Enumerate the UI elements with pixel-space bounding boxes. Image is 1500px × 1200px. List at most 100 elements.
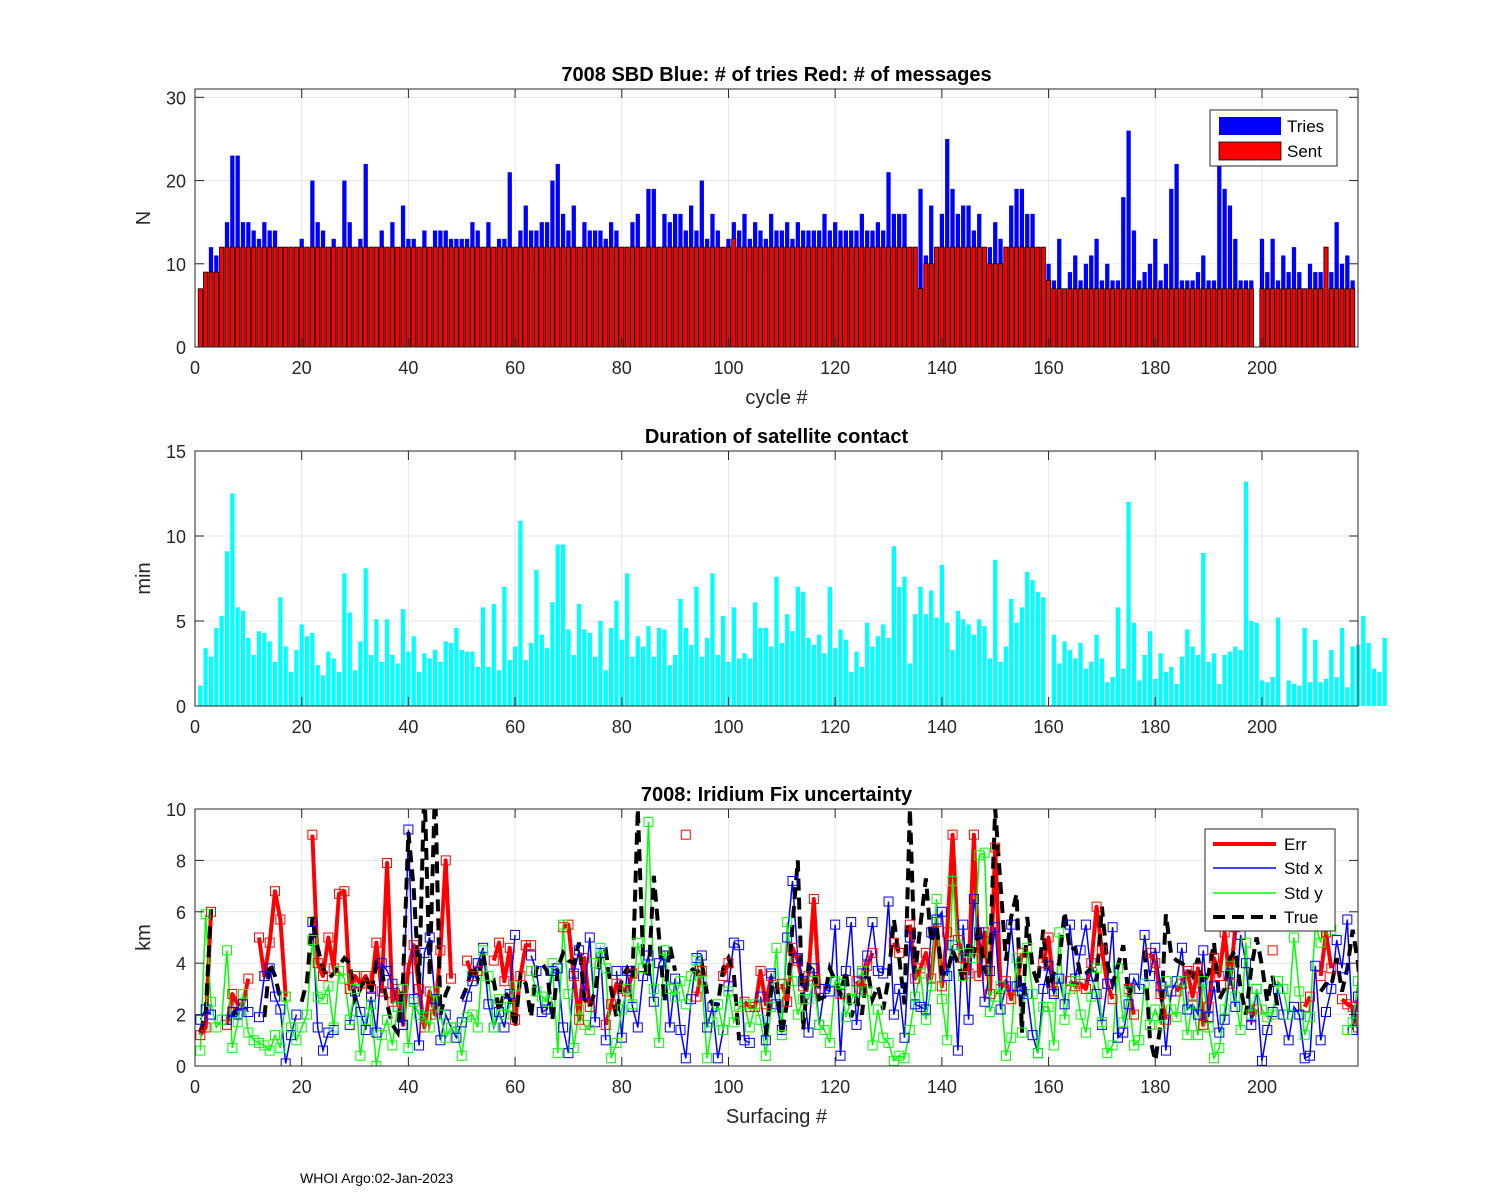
bar-tries bbox=[918, 188, 923, 347]
series-stdy-marker bbox=[627, 999, 638, 1010]
series-err-marker bbox=[782, 996, 793, 1007]
series-err-marker bbox=[307, 829, 318, 840]
bar-duration bbox=[806, 638, 811, 706]
bar-duration bbox=[966, 624, 971, 706]
series-stdy-marker bbox=[1016, 1027, 1027, 1038]
series-stdx-marker bbox=[1283, 1035, 1294, 1046]
series-err-marker bbox=[936, 981, 947, 992]
bar-duration bbox=[1179, 656, 1185, 706]
bar-sent bbox=[693, 246, 700, 348]
series-stdx-marker bbox=[963, 1014, 974, 1025]
series-stdy-marker bbox=[883, 1037, 894, 1048]
bar-sent bbox=[1174, 288, 1180, 348]
series-stdy-marker bbox=[670, 991, 681, 1002]
series-stdy-marker bbox=[819, 1025, 830, 1036]
bar-sent bbox=[848, 246, 854, 348]
bar-duration bbox=[886, 638, 891, 706]
bar-duration bbox=[1089, 661, 1094, 706]
series-stdy-marker bbox=[227, 1043, 238, 1054]
bar-duration bbox=[913, 614, 918, 706]
series-stdx-marker bbox=[680, 1053, 691, 1064]
bar-sent bbox=[501, 246, 507, 348]
series-stdy-marker bbox=[403, 1043, 414, 1054]
series-stdy-marker bbox=[782, 917, 793, 928]
bar-sent bbox=[859, 246, 865, 348]
bar-sent bbox=[1307, 288, 1313, 348]
bar-duration bbox=[1019, 607, 1025, 706]
series-stdx-marker bbox=[728, 937, 739, 948]
bar-duration bbox=[737, 658, 742, 706]
bar-sent bbox=[1286, 288, 1292, 348]
x-tick-label: 160 bbox=[1034, 358, 1064, 378]
bar-duration bbox=[598, 621, 603, 706]
series-stdy-marker bbox=[590, 958, 601, 969]
series-err-marker bbox=[1144, 947, 1155, 958]
x-axis-label: Surfacing # bbox=[726, 1106, 828, 1128]
bar-sent bbox=[576, 246, 582, 348]
bar-sent bbox=[539, 246, 545, 348]
series-stdy-marker bbox=[723, 986, 734, 997]
bar-duration bbox=[294, 649, 299, 706]
series-stdy-marker bbox=[558, 919, 569, 930]
series-stdy-marker bbox=[350, 983, 361, 994]
bar-sent bbox=[491, 246, 497, 348]
series-err-marker bbox=[1107, 994, 1118, 1005]
bar-sent bbox=[283, 246, 289, 348]
series-stdy-marker bbox=[1402, 1008, 1411, 1017]
series-err-marker bbox=[990, 842, 1001, 853]
bar-duration bbox=[907, 663, 913, 706]
bar-sent bbox=[843, 246, 849, 348]
series-err-marker bbox=[920, 947, 931, 958]
bar-duration bbox=[1169, 666, 1174, 706]
series-stdy-marker bbox=[1139, 978, 1150, 989]
bar-duration bbox=[1323, 678, 1329, 706]
bar-duration bbox=[368, 655, 374, 706]
chart-title: 7008: Iridium Fix uncertainty bbox=[641, 784, 913, 806]
bar-sent bbox=[635, 246, 641, 348]
series-stdx-marker bbox=[270, 991, 281, 1002]
bar-sent bbox=[816, 246, 822, 348]
series-stdy-marker bbox=[867, 1040, 878, 1051]
bar-sent bbox=[1099, 288, 1105, 348]
series-stdx-marker bbox=[318, 1045, 329, 1056]
series-stdy-marker bbox=[744, 1022, 755, 1033]
series-stdy-marker bbox=[947, 875, 958, 886]
bar-duration bbox=[640, 646, 646, 706]
series-stdy-marker bbox=[286, 1022, 297, 1033]
series-stdy-marker bbox=[1342, 1025, 1353, 1036]
bar-duration bbox=[705, 638, 710, 706]
bar-duration bbox=[235, 607, 240, 706]
series-stdy-marker bbox=[312, 991, 323, 1002]
bar-duration bbox=[849, 672, 854, 706]
legend-label-sent: Sent bbox=[1287, 142, 1322, 161]
series-err-marker bbox=[1043, 932, 1054, 943]
bar-sent bbox=[1056, 288, 1062, 348]
series-stdy-marker bbox=[888, 1055, 899, 1066]
series-stdx-marker bbox=[878, 968, 889, 979]
bar-duration bbox=[224, 551, 230, 706]
series-stdy-marker bbox=[1294, 986, 1305, 997]
series-err-marker bbox=[600, 1019, 611, 1030]
x-tick-label: 20 bbox=[292, 1077, 312, 1097]
series-err-marker bbox=[984, 989, 995, 1000]
series-stdy-marker bbox=[206, 996, 217, 1007]
series-stdy-marker bbox=[419, 1012, 430, 1023]
bar-sent bbox=[731, 238, 737, 348]
bar-sent bbox=[1334, 288, 1340, 348]
bar-sent bbox=[245, 246, 251, 348]
series-stdx-marker bbox=[840, 965, 851, 976]
bar-duration bbox=[945, 622, 950, 706]
bar-sent bbox=[395, 246, 401, 348]
series-stdx-marker bbox=[1370, 992, 1379, 1001]
bar-duration bbox=[406, 651, 411, 706]
bar-sent bbox=[661, 246, 668, 348]
series-stdy-marker bbox=[211, 1022, 222, 1033]
bar-duration bbox=[1377, 672, 1382, 706]
series-stdx-marker bbox=[707, 1001, 718, 1012]
bar-sent bbox=[363, 246, 369, 348]
series-stdx-marker bbox=[1102, 978, 1113, 989]
bar-sent bbox=[1248, 288, 1254, 348]
bar-duration bbox=[614, 600, 619, 706]
series-err-marker bbox=[1267, 945, 1278, 956]
legend-sbd bbox=[1209, 109, 1338, 167]
